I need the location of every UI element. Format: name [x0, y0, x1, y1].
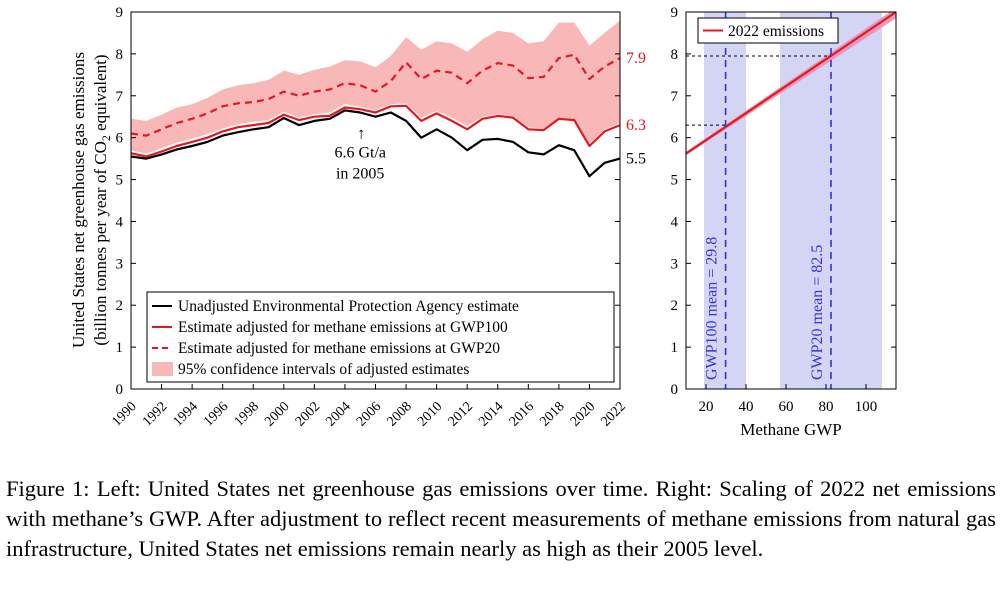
x-tick-label: 100: [855, 399, 878, 415]
y-tick-label: 0: [671, 382, 679, 398]
x-tick-label: 2002: [293, 399, 323, 429]
x-tick-label: 2016: [507, 399, 537, 429]
series-line-gwp20: [130, 53, 621, 137]
legend-label: Estimate adjusted for methane emissions …: [178, 340, 500, 357]
y-tick-label: 6: [116, 131, 124, 147]
x-tick-label: 2004: [323, 399, 353, 429]
y-tick-label: 9: [116, 5, 124, 21]
series-line-gwp100: [130, 104, 621, 158]
legend-label: Unadjusted Environmental Protection Agen…: [178, 298, 519, 315]
x-tick-label: 40: [739, 399, 754, 415]
legend-swatch-ci: [152, 362, 173, 376]
x-tick-label: 1990: [109, 399, 139, 429]
emissions-line: [686, 12, 896, 155]
confidence-band: [131, 20, 620, 154]
y-tick-label: 4: [116, 214, 124, 230]
x-tick-label: 60: [779, 399, 794, 415]
x-tick-label: 2014: [476, 399, 506, 429]
y-tick-label: 2: [116, 298, 124, 314]
legend-label: 2022 emissions: [728, 23, 824, 40]
gwp-mean-label-2: GWP20 mean = 82.5: [809, 245, 826, 380]
end-value-label: 7.9: [626, 50, 646, 67]
y-tick-label: 3: [671, 256, 679, 272]
y-tick-label: 1: [116, 340, 124, 356]
y-tick-label: 2: [671, 298, 679, 314]
x-tick-label: 1996: [201, 399, 231, 429]
y-tick-label: 7: [671, 89, 679, 105]
x-tick-label: 1994: [171, 399, 201, 429]
y-axis-label-units: (billion tonnes per year of CO2 equivale…: [91, 54, 113, 345]
x-tick-label: 2012: [446, 399, 476, 429]
series-line-unadjusted-epa: [130, 109, 621, 178]
x-tick-label: 20: [699, 399, 714, 415]
x-tick-label: 2008: [384, 399, 414, 429]
y-tick-label: 9: [671, 5, 679, 21]
end-value-label: 5.5: [626, 151, 646, 168]
shaded-range-2: [780, 12, 882, 389]
x-tick-label: 2006: [354, 399, 384, 429]
annotation-text-line1: 6.6 Gt/a: [334, 145, 386, 162]
y-tick-label: 7: [116, 89, 124, 105]
y-tick-label: 8: [671, 47, 679, 63]
end-value-label: 6.3: [626, 117, 646, 134]
y-tick-label: 5: [671, 173, 679, 189]
x-tick-label: 80: [819, 399, 834, 415]
right-chart-panel: GWP100 mean = 29.8 GWP20 mean = 82.5 0 1 2 3 4…: [671, 5, 897, 439]
x-tick-label: 2018: [537, 399, 567, 429]
y-axis-label: United States net greenhouse gas emissio…: [69, 52, 88, 348]
annotation-arrow: ↑: [357, 126, 365, 143]
y-tick-label: 1: [671, 340, 679, 356]
x-tick-label: 1992: [140, 399, 170, 429]
x-tick-label: 2010: [415, 399, 445, 429]
y-tick-label: 5: [116, 173, 124, 189]
x-tick-label: 2000: [262, 399, 292, 429]
legend-label: 95% confidence intervals of adjusted est…: [178, 361, 469, 378]
plot-frame-right: [685, 11, 897, 390]
y-tick-label: 8: [116, 47, 124, 63]
figure-caption: Figure 1: Left: United States net greenh…: [6, 476, 996, 561]
x-axis-label: Methane GWP: [740, 420, 842, 439]
x-tick-label: 2020: [568, 399, 598, 429]
y-tick-label: 0: [116, 382, 124, 398]
right-plot-area: [686, 12, 896, 389]
annotation-text-line2: in 2005: [336, 166, 384, 183]
gwp-mean-label-1: GWP100 mean = 29.8: [704, 237, 721, 380]
x-tick-label: 2022: [598, 399, 628, 429]
legend-label: Estimate adjusted for methane emissions …: [178, 319, 508, 336]
x-tick-label: 1998: [232, 399, 262, 429]
legend-box: [146, 291, 615, 383]
y-tick-label: 4: [671, 214, 679, 230]
y-tick-label: 6: [671, 131, 679, 147]
y-tick-label: 3: [116, 256, 124, 272]
